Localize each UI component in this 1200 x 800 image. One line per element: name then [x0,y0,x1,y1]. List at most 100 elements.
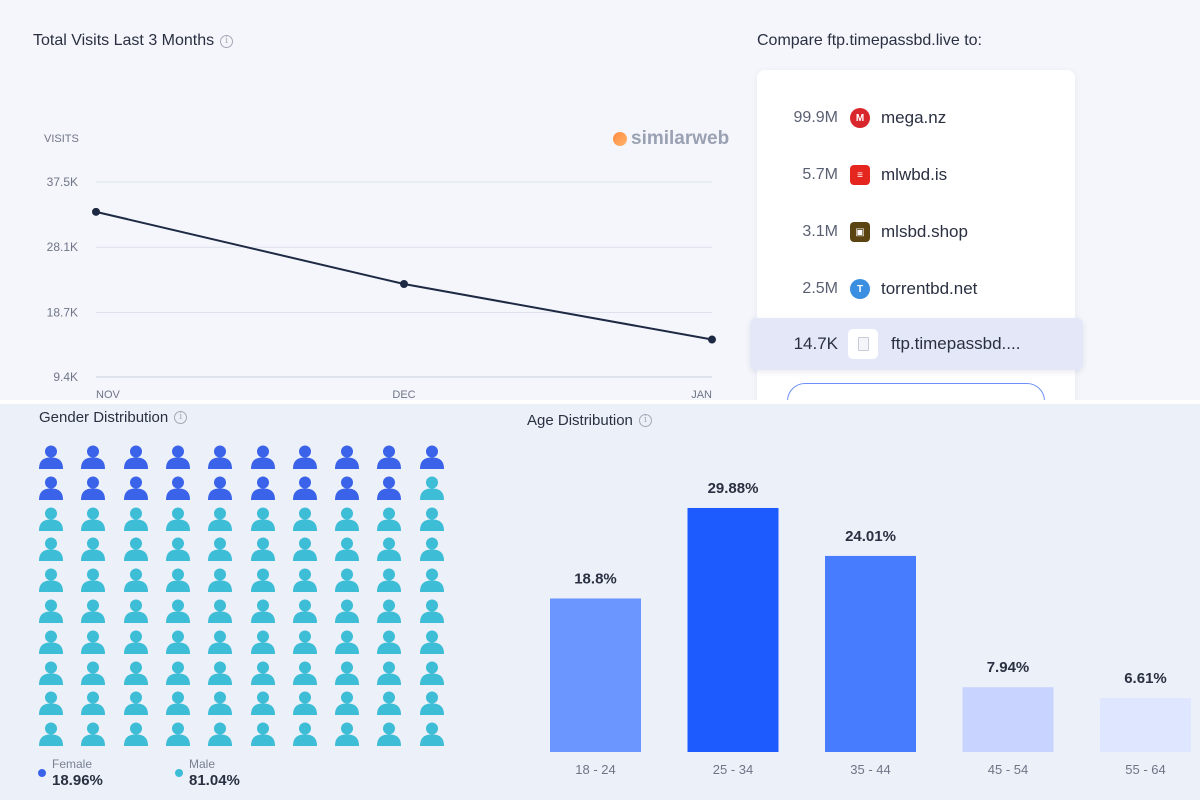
female-person-icon [80,475,106,501]
y-axis-label: VISITS [44,133,79,145]
info-icon[interactable]: i [220,34,234,48]
female-person-icon [123,444,149,470]
male-person-icon [123,690,149,716]
male-person-icon [207,660,233,686]
compare-current-value: 14.7K [793,334,838,353]
male-person-icon [250,629,276,655]
age-bar-value: 18.8% [574,570,617,587]
male-person-icon [376,690,402,716]
age-bar[interactable] [825,555,916,752]
info-icon[interactable]: i [174,411,188,424]
compare-title-text: Compare ftp.timepassbd.live to: [757,32,982,49]
male-person-icon [419,629,445,655]
male-person-icon [165,721,191,747]
female-person-icon [250,475,276,501]
female-person-icon [334,444,360,470]
male-person-icon [250,567,276,593]
male-person-icon [292,660,318,686]
x-tick-label: NOV [96,389,121,400]
age-bar[interactable] [550,598,641,752]
male-person-icon [376,660,402,686]
compare-site-name[interactable]: mlsbd.shop [881,222,968,241]
compare-row[interactable]: 5.7M ≡ mlwbd.is [757,155,1075,195]
female-person-icon [38,475,64,501]
female-person-icon [80,444,106,470]
similarweb-logo: similarweb [613,128,729,150]
visits-point[interactable] [92,207,100,216]
age-category-label: 35 - 44 [850,762,890,777]
male-person-icon [376,567,402,593]
age-title: Age Distribution i [527,412,652,429]
male-person-icon [38,660,64,686]
age-bar[interactable] [1100,698,1191,752]
male-person-icon [165,567,191,593]
page-icon [848,329,878,359]
male-person-icon [419,567,445,593]
male-person-icon [334,721,360,747]
male-person-icon [165,598,191,624]
male-person-icon [376,506,402,532]
compare-value: 2.5M [802,280,838,297]
male-person-icon [250,598,276,624]
compare-site-name[interactable]: mlwbd.is [881,165,948,184]
male-person-icon [207,506,233,532]
male-person-icon [334,629,360,655]
demographics-panel: Gender Distribution i Female 18.96% Male… [0,404,1200,800]
male-person-icon [334,536,360,562]
male-person-icon [292,506,318,532]
male-person-icon [38,506,64,532]
female-person-icon [165,475,191,501]
male-person-icon [80,506,106,532]
female-person-icon [334,475,360,501]
gender-title: Gender Distribution i [39,409,188,426]
male-person-icon [419,475,445,501]
age-category-label: 55 - 64 [1125,762,1165,777]
visits-panel: Total Visits Last 3 Months i VISITS 37.5K… [0,0,1200,400]
age-bar[interactable] [962,687,1054,752]
age-bar-value: 6.61% [1124,670,1167,687]
female-percent: 18.96% [52,772,103,789]
male-person-icon [123,567,149,593]
male-person-icon [38,690,64,716]
compare-current-site[interactable]: 14.7K ftp.timepassbd.... [750,318,1083,370]
male-person-icon [292,567,318,593]
male-person-icon [250,721,276,747]
visits-title: Total Visits Last 3 Months i [33,32,234,50]
female-person-icon [250,444,276,470]
info-icon[interactable]: i [638,414,652,427]
compare-value: 99.9M [793,109,838,126]
female-person-icon [376,475,402,501]
male-person-icon [80,567,106,593]
male-person-icon [376,721,402,747]
female-person-icon [38,444,64,470]
age-bar[interactable] [687,507,779,752]
male-person-icon [80,721,106,747]
x-tick-label: JAN [691,389,712,400]
male-person-icon [250,536,276,562]
female-person-icon [207,444,233,470]
compare-row[interactable]: 3.1M ▣ mlsbd.shop [757,212,1075,252]
male-person-icon [207,536,233,562]
male-person-icon [334,567,360,593]
similarweb-logo-icon [613,132,627,146]
visits-title-text: Total Visits Last 3 Months [33,32,215,49]
visits-point[interactable] [400,280,408,289]
compare-add-input[interactable] [787,383,1045,400]
y-tick-label: 18.7K [47,305,78,319]
compare-site-name[interactable]: mega.nz [881,108,947,127]
torrentbd-icon: T [850,279,870,299]
visits-series-line [95,210,713,341]
visits-point[interactable] [708,335,716,344]
female-person-icon [292,444,318,470]
compare-site-name[interactable]: torrentbd.net [881,279,978,298]
male-person-icon [123,629,149,655]
male-person-icon [80,660,106,686]
female-person-icon [292,475,318,501]
legend-female: Female 18.96% [38,757,103,789]
male-person-icon [123,598,149,624]
male-person-icon [207,598,233,624]
male-person-icon [165,690,191,716]
male-person-icon [419,536,445,562]
